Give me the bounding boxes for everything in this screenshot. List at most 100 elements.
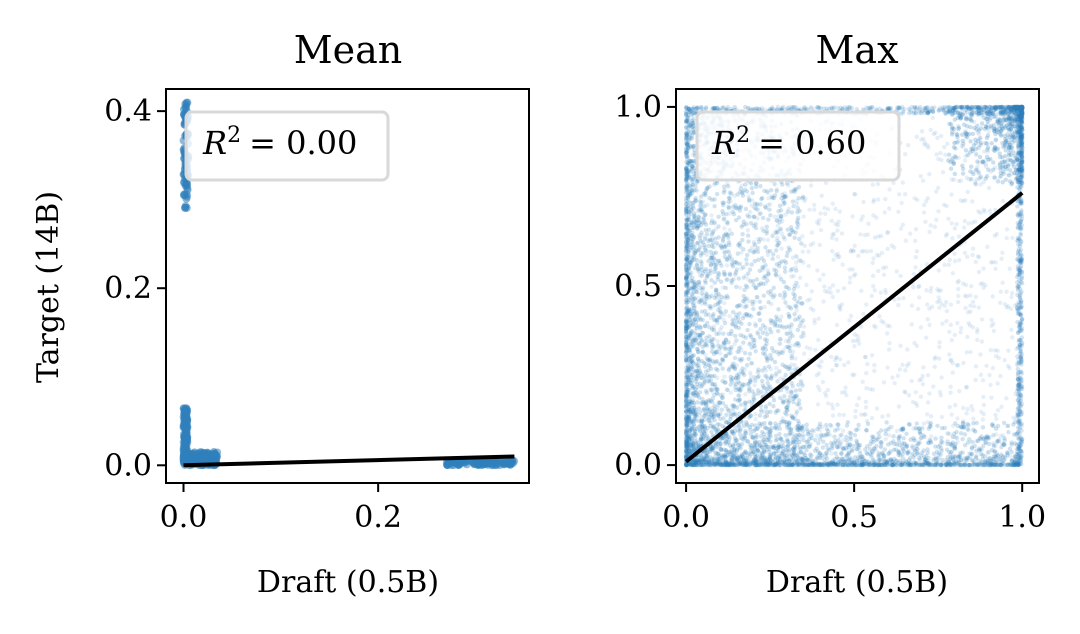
x-tick-label: 0.2 — [354, 500, 402, 535]
data-point — [685, 229, 691, 234]
data-point — [686, 357, 691, 362]
data-point — [684, 427, 689, 433]
data-point — [795, 418, 801, 424]
data-point — [790, 333, 795, 339]
data-point — [776, 408, 781, 413]
data-point — [797, 295, 803, 301]
data-point — [724, 453, 730, 458]
data-point — [942, 425, 947, 431]
data-point — [774, 371, 779, 376]
data-point — [743, 401, 748, 406]
data-point — [722, 341, 727, 346]
data-point — [683, 274, 689, 279]
data-point — [948, 166, 954, 171]
data-point — [713, 366, 719, 372]
data-point — [1000, 441, 1005, 446]
data-point — [684, 222, 689, 228]
data-point — [694, 283, 699, 288]
data-point — [819, 434, 824, 439]
data-point — [777, 203, 783, 209]
data-point — [774, 262, 780, 267]
data-point — [709, 243, 715, 248]
data-point — [700, 350, 705, 355]
data-point — [720, 202, 726, 208]
data-point — [729, 344, 734, 350]
data-point — [715, 387, 720, 392]
data-point — [695, 373, 701, 378]
data-point — [723, 272, 728, 277]
data-point — [704, 459, 710, 465]
data-point — [684, 348, 689, 353]
data-point — [782, 194, 788, 199]
data-point — [761, 457, 766, 462]
data-point — [702, 426, 707, 432]
data-point — [685, 218, 690, 224]
data-point — [701, 215, 706, 220]
data-point — [685, 283, 690, 288]
data-point — [684, 184, 690, 190]
data-point — [892, 441, 897, 447]
data-point — [801, 445, 806, 450]
data-point — [703, 312, 708, 317]
data-point — [726, 462, 731, 468]
data-point — [707, 408, 712, 413]
data-point — [697, 207, 702, 212]
data-point — [688, 462, 693, 468]
data-point — [742, 287, 747, 293]
data-point — [715, 422, 720, 427]
data-point — [773, 421, 778, 426]
data-point — [693, 198, 698, 203]
data-point — [742, 350, 748, 356]
data-point — [788, 331, 793, 336]
data-point — [183, 405, 192, 414]
data-point — [717, 346, 722, 352]
data-point — [717, 305, 722, 310]
data-point — [833, 438, 838, 444]
data-point — [699, 359, 705, 364]
data-point — [729, 379, 734, 384]
data-point — [729, 257, 735, 262]
data-point — [686, 170, 691, 175]
data-point — [683, 120, 689, 125]
data-point — [725, 407, 731, 412]
data-point — [782, 269, 788, 274]
data-point — [713, 250, 719, 255]
data-point — [710, 342, 715, 348]
data-point — [800, 195, 805, 201]
data-point — [788, 426, 794, 432]
data-point — [182, 429, 191, 438]
data-point — [765, 249, 770, 254]
data-point — [180, 453, 189, 462]
data-point — [687, 347, 693, 353]
data-point — [1010, 462, 1016, 468]
data-point — [703, 266, 708, 272]
data-point — [684, 209, 689, 215]
data-point — [717, 439, 722, 444]
data-point — [684, 304, 690, 310]
data-point — [786, 311, 791, 317]
data-point — [693, 265, 698, 271]
data-point — [716, 214, 721, 219]
data-point — [684, 111, 689, 117]
data-point — [945, 441, 950, 447]
data-point — [939, 457, 945, 462]
data-point — [740, 189, 746, 194]
data-point — [696, 217, 701, 223]
data-point — [720, 462, 725, 467]
data-point — [684, 446, 690, 451]
data-point — [685, 206, 691, 211]
data-point — [974, 152, 979, 157]
data-point — [754, 462, 759, 468]
data-point — [742, 304, 748, 310]
data-point — [727, 190, 733, 195]
data-point — [731, 453, 736, 459]
data-point — [703, 212, 708, 217]
data-point — [688, 308, 693, 313]
data-point — [824, 422, 829, 428]
data-point — [771, 285, 776, 290]
data-point — [683, 282, 689, 287]
data-point — [473, 460, 482, 469]
data-point — [684, 269, 689, 274]
data-point — [757, 299, 763, 304]
data-point — [694, 440, 699, 446]
